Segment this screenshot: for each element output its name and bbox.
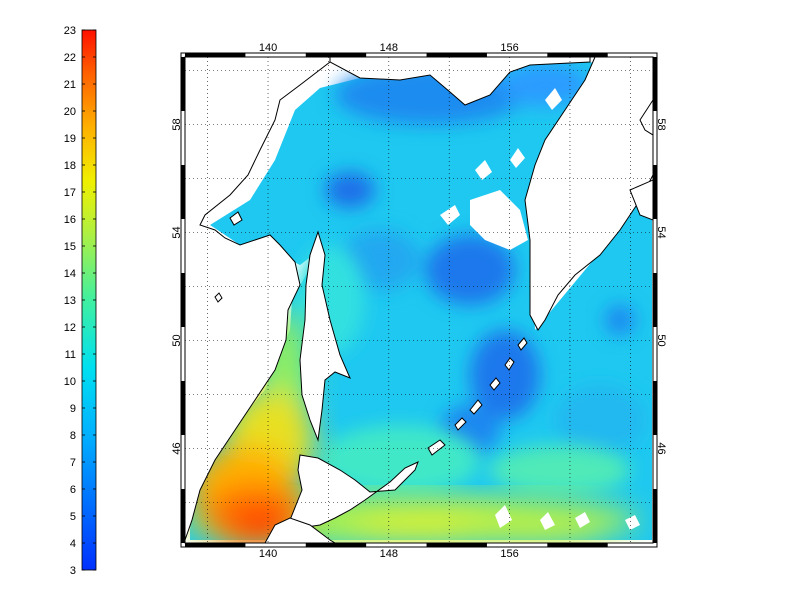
- kuril-island-1: [427, 439, 446, 456]
- frame-segment: [185, 53, 246, 57]
- lat-label-left: 46: [171, 442, 183, 454]
- land-masses: [185, 57, 653, 543]
- lon-label-bottom: 148: [380, 548, 398, 560]
- frame-segment: [181, 381, 185, 435]
- sakhalin-island: [299, 230, 351, 442]
- lat-label-left: 54: [171, 226, 183, 238]
- colorbar-tick-label: 21: [64, 79, 76, 91]
- shantar-island: [229, 211, 243, 226]
- missing-patch-4: [510, 148, 525, 168]
- lat-label-right: 58: [655, 118, 667, 130]
- hokkaido-island: [289, 454, 419, 529]
- lon-label-bottom: 156: [500, 548, 518, 560]
- missing-patch-5: [545, 88, 562, 110]
- east-coast-fragment: [639, 99, 653, 136]
- colorbar-tick-label: 7: [70, 457, 76, 469]
- colorbar-tick-label: 14: [64, 268, 76, 280]
- colorbar-tick-label: 18: [64, 160, 76, 172]
- frame-segment: [426, 543, 487, 547]
- lat-label-left: 58: [171, 118, 183, 130]
- graticule: [185, 57, 653, 543]
- okhotsk-north-coast: [329, 57, 591, 106]
- colorbar-tick-label: 8: [70, 430, 76, 442]
- colorbar-ticks: 3 4 5 6 7 8 9 10 11 12 13 14 15 16 17 18 19 20 21 22 23: [64, 25, 96, 577]
- colorbar-tick-label: 11: [65, 349, 76, 361]
- lat-label-left: 50: [171, 334, 183, 346]
- missing-data-patches: [440, 88, 640, 530]
- colorbar-tick-label: 12: [64, 322, 76, 334]
- colorbar-tick-label: 13: [64, 295, 76, 307]
- missing-patch-9: [625, 515, 640, 530]
- frame-segment: [181, 57, 185, 111]
- missing-patch-3: [475, 160, 492, 180]
- colorbar-tick-label: 10: [64, 376, 76, 388]
- frame-segment: [181, 165, 185, 219]
- colorbar-tick-label: 17: [64, 187, 76, 199]
- lat-label-right: 54: [655, 226, 667, 238]
- axis-labels: 140 140 148 148 156 156 58 58 54 54 50 50 46 46: [171, 42, 667, 560]
- frame-segment: [181, 273, 185, 327]
- colorbar-tick-label: 5: [70, 511, 76, 523]
- missing-patch-8: [575, 512, 590, 528]
- lat-label-right: 50: [655, 334, 667, 346]
- asian-mainland: [185, 57, 331, 541]
- colorbar-tick-label: 16: [64, 214, 76, 226]
- frame-segment: [653, 57, 657, 111]
- missing-patch-2: [440, 205, 460, 225]
- frame-segment: [653, 381, 657, 435]
- colorbar-tick-label: 9: [70, 403, 76, 415]
- colorbar-tick-label: 22: [64, 52, 76, 64]
- colorbar-tick-label: 6: [70, 484, 76, 496]
- kuril-island-3: [469, 399, 483, 415]
- colorbar-tick-label: 3: [70, 565, 76, 577]
- missing-patch-7: [540, 512, 555, 530]
- honshu-island: [264, 517, 336, 543]
- colorbar-tick-label: 23: [64, 25, 76, 37]
- kuril-island-2: [454, 417, 467, 431]
- frame-segment: [547, 53, 608, 57]
- frame-segment: [547, 543, 608, 547]
- colorbar: 3 4 5 6 7 8 9 10 11 12 13 14 15 16 17 18 19 20 21 22 23: [64, 25, 97, 577]
- lon-label-top: 156: [500, 42, 518, 54]
- colorbar-tick-label: 15: [64, 241, 76, 253]
- frame-segment: [181, 489, 185, 543]
- colorbar-tick-label: 20: [64, 106, 76, 118]
- map-frame: [180, 52, 658, 548]
- frame-segment: [305, 543, 367, 547]
- colorbar-tick-label: 19: [64, 133, 76, 145]
- frame-segment: [185, 543, 246, 547]
- lon-label-top: 140: [259, 42, 277, 54]
- frame-segment: [305, 53, 367, 57]
- frame-segment: [426, 53, 487, 57]
- frame-segment: [653, 165, 657, 219]
- north-islet: [214, 292, 223, 303]
- missing-patch-1: [470, 190, 528, 250]
- kuril-island-5: [504, 357, 515, 371]
- lon-label-top: 148: [380, 42, 398, 54]
- missing-patch-6: [495, 505, 512, 528]
- kuril-island-4: [489, 377, 501, 391]
- lat-label-right: 46: [655, 442, 667, 454]
- east-coast-fragment-2: [629, 179, 653, 221]
- frame-segment: [653, 273, 657, 327]
- map-plot: 140 140 148 148 156 156 58 58 54 54 50 50 46 46: [171, 42, 667, 560]
- colorbar-tick-label: 4: [70, 538, 76, 550]
- lon-label-bottom: 140: [259, 548, 277, 560]
- frame-segment: [653, 489, 657, 543]
